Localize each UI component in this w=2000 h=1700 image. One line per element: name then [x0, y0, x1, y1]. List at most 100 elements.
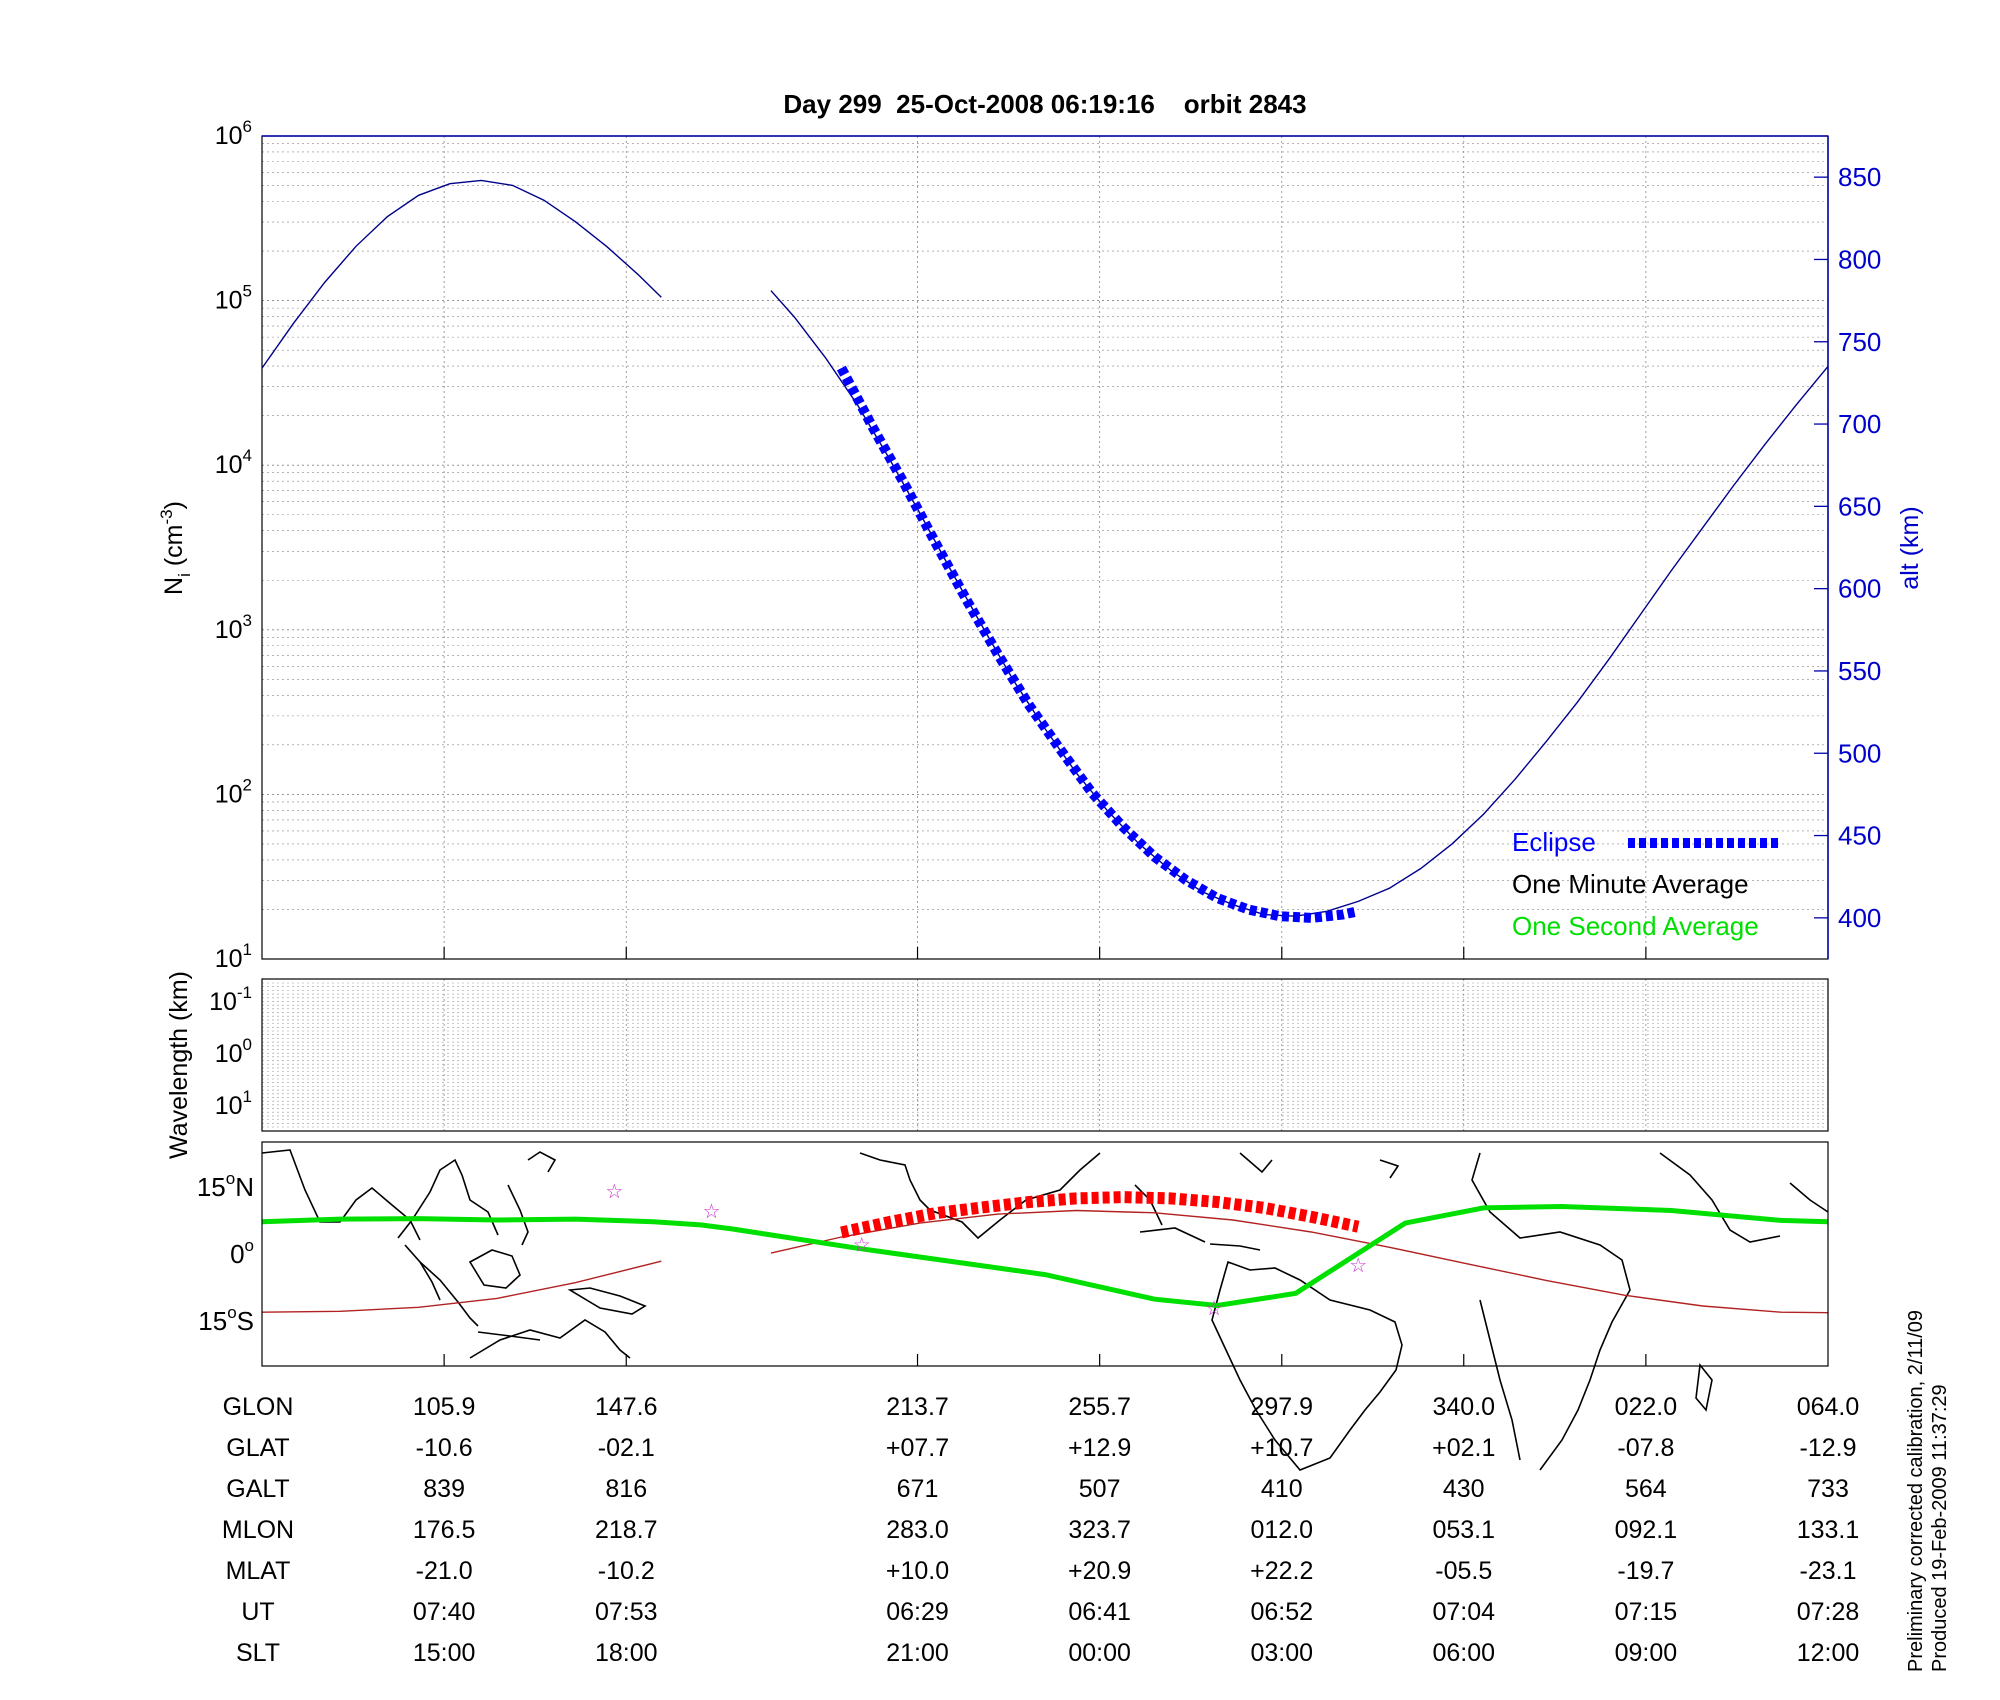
table-cell: 064.0 [1797, 1393, 1860, 1421]
table-cell: -12.9 [1800, 1434, 1857, 1462]
star-marker: ☆ [853, 1235, 871, 1257]
table-cell: -21.0 [416, 1557, 473, 1585]
table-cell: 07:53 [595, 1598, 658, 1626]
table-cell: +10.7 [1250, 1434, 1313, 1462]
table-cell: 839 [423, 1475, 465, 1503]
y-tick-label-latitude: 15oS [198, 1303, 254, 1336]
coastline-borneo [468, 1249, 521, 1289]
table-cell: 00:00 [1068, 1639, 1131, 1667]
star-marker: ☆ [1205, 1298, 1223, 1320]
y-tick-label-density: 101 [215, 940, 252, 973]
wavelength-panel-frame [261, 978, 1829, 1132]
star-marker: ☆ [1349, 1255, 1367, 1277]
table-cell: +12.9 [1068, 1434, 1131, 1462]
table-cell: 06:29 [886, 1598, 949, 1626]
y-tick-label-altitude: 600 [1838, 574, 1881, 604]
table-cell: 06:00 [1432, 1639, 1495, 1667]
map-panel: ☆ ☆ ☆ ☆ ☆ 15oN 0o 15oS [197, 1141, 1829, 1471]
y-tick-label-altitude: 750 [1838, 327, 1881, 357]
table-cell: 07:04 [1432, 1598, 1495, 1626]
coastline-africa [1471, 1152, 1631, 1471]
y-tick-label-density: 103 [215, 611, 252, 644]
table-cell: 671 [897, 1475, 939, 1503]
coastline-iceland [1379, 1159, 1400, 1179]
table-row-label: GALT [226, 1475, 289, 1503]
y-tick-label-density: 106 [215, 117, 252, 150]
table-row-label: GLON [223, 1393, 294, 1421]
magnetic-track-line [261, 1203, 1829, 1309]
orbit-data-table: GLON GLAT GALT MLON MLAT UT SLT 105.9 -10.6 839 17… [222, 1393, 1859, 1667]
table-row-label: MLAT [226, 1557, 291, 1585]
y-tick-label-density: 102 [215, 775, 252, 808]
eclipse-series-line [836, 365, 1360, 923]
coastline-malay [404, 1244, 441, 1301]
table-cell: 105.9 [413, 1393, 476, 1421]
table-cell: +10.0 [886, 1557, 949, 1585]
altitude-series-line [770, 290, 1829, 917]
wavelength-panel: 10-1 100 101 Wavelength (km) [165, 971, 1829, 1159]
legend-one-minute-label: One Minute Average [1512, 869, 1749, 899]
table-cell: -19.7 [1617, 1557, 1674, 1585]
ground-track-line [261, 1260, 662, 1313]
y-tick-label-altitude: 450 [1838, 821, 1881, 851]
table-cell: -05.5 [1435, 1557, 1492, 1585]
table-cell: 340.0 [1432, 1393, 1495, 1421]
table-cell: 430 [1443, 1475, 1485, 1503]
coastline-africa-west [1479, 1299, 1521, 1461]
y-tick-label-altitude: 850 [1838, 162, 1881, 192]
y-tick-label-altitude: 400 [1838, 903, 1881, 933]
table-cell: 816 [605, 1475, 647, 1503]
altitude-series-line [261, 179, 662, 369]
table-cell: 297.9 [1250, 1393, 1313, 1421]
table-cell: 218.7 [595, 1516, 658, 1544]
table-cell: +22.2 [1250, 1557, 1313, 1585]
coastline-outlines [261, 1149, 1829, 1471]
table-cell: 012.0 [1250, 1516, 1313, 1544]
footnote-produced: Produced 19-Feb-2009 11:37:29 [1929, 1384, 1951, 1672]
legend-eclipse-label: Eclipse [1512, 827, 1596, 857]
table-cell: 176.5 [413, 1516, 476, 1544]
table-cell: 15:00 [413, 1639, 476, 1667]
table-cell: 09:00 [1615, 1639, 1678, 1667]
y-tick-label-latitude: 0o [230, 1236, 254, 1269]
y-tick-label-altitude: 550 [1838, 656, 1881, 686]
coastline-india [261, 1149, 421, 1241]
map-panel-frame [261, 1141, 1829, 1367]
table-cell: 147.6 [595, 1393, 658, 1421]
y-tick-label-altitude: 700 [1838, 409, 1881, 439]
table-cell: -10.2 [598, 1557, 655, 1585]
coastline-japan [527, 1151, 557, 1173]
table-cell: +02.1 [1432, 1434, 1495, 1462]
ground-track-line [770, 1209, 1829, 1314]
table-cell: 06:41 [1068, 1598, 1131, 1626]
density-panel: 101 102 103 104 105 106 400 450 500 550 600 650 700… [157, 117, 1924, 973]
coastline-india-west [1789, 1182, 1829, 1213]
y-tick-label-altitude: 650 [1838, 491, 1881, 521]
coastline-se-asia [397, 1158, 499, 1239]
y-tick-label-wavelength: 100 [215, 1035, 252, 1068]
coastline-florida [1134, 1184, 1163, 1226]
y-tick-label-density: 105 [215, 282, 252, 315]
table-cell: 410 [1261, 1475, 1303, 1503]
y-tick-label-wavelength: 10-1 [209, 983, 252, 1016]
table-cell: 564 [1625, 1475, 1667, 1503]
coastline-madagascar [1695, 1363, 1713, 1412]
coastline-new-guinea [567, 1287, 647, 1315]
table-cell: 03:00 [1250, 1639, 1313, 1667]
coastline-australia [469, 1319, 631, 1359]
coastline-north-america [859, 1152, 1101, 1240]
table-cell: -10.6 [416, 1434, 473, 1462]
table-cell: 323.7 [1068, 1516, 1131, 1544]
table-cell: 21:00 [886, 1639, 949, 1667]
table-row-label: UT [241, 1598, 274, 1626]
table-cell: -23.1 [1800, 1557, 1857, 1585]
y-tick-label-density: 104 [215, 446, 252, 479]
table-cell: 12:00 [1797, 1639, 1860, 1667]
coastline-arabia [1659, 1152, 1781, 1243]
coastline-hispaniola [1209, 1243, 1261, 1251]
table-cell: +20.9 [1068, 1557, 1131, 1585]
y-axis-label-wavelength: Wavelength (km) [165, 971, 193, 1159]
y-tick-label-wavelength: 101 [215, 1087, 252, 1120]
y-tick-label-altitude: 800 [1838, 244, 1881, 274]
